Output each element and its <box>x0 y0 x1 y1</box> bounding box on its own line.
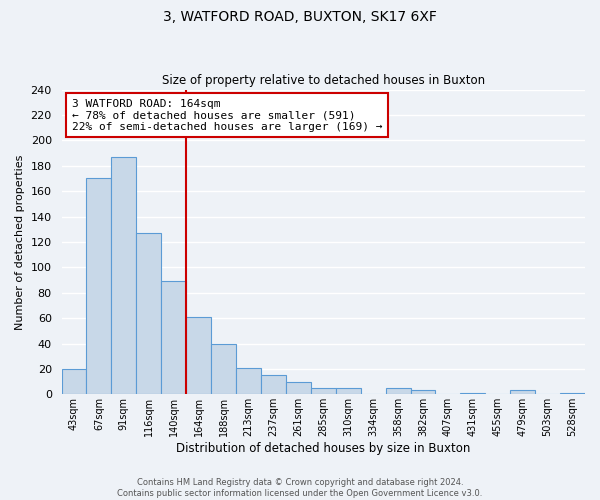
Bar <box>236 368 261 394</box>
Bar <box>136 233 161 394</box>
Bar <box>186 317 211 394</box>
Bar <box>211 344 236 394</box>
Bar <box>336 388 361 394</box>
Bar <box>62 369 86 394</box>
Bar <box>286 382 311 394</box>
X-axis label: Distribution of detached houses by size in Buxton: Distribution of detached houses by size … <box>176 442 470 455</box>
Title: Size of property relative to detached houses in Buxton: Size of property relative to detached ho… <box>162 74 485 87</box>
Bar <box>112 157 136 394</box>
Bar <box>311 388 336 394</box>
Bar <box>560 393 585 394</box>
Bar <box>161 282 186 395</box>
Text: 3, WATFORD ROAD, BUXTON, SK17 6XF: 3, WATFORD ROAD, BUXTON, SK17 6XF <box>163 10 437 24</box>
Bar <box>386 388 410 394</box>
Bar <box>86 178 112 394</box>
Text: 3 WATFORD ROAD: 164sqm
← 78% of detached houses are smaller (591)
22% of semi-de: 3 WATFORD ROAD: 164sqm ← 78% of detached… <box>72 98 382 132</box>
Bar <box>510 390 535 394</box>
Bar <box>460 393 485 394</box>
Bar <box>261 375 286 394</box>
Y-axis label: Number of detached properties: Number of detached properties <box>15 154 25 330</box>
Text: Contains HM Land Registry data © Crown copyright and database right 2024.
Contai: Contains HM Land Registry data © Crown c… <box>118 478 482 498</box>
Bar <box>410 390 436 394</box>
